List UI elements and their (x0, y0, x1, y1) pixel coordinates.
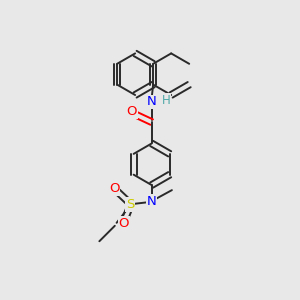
Text: O: O (126, 106, 137, 118)
Text: N: N (147, 95, 157, 108)
Text: S: S (126, 198, 134, 211)
Text: O: O (109, 182, 119, 195)
Text: O: O (118, 217, 129, 230)
Text: H: H (162, 94, 170, 107)
Text: N: N (147, 195, 157, 208)
